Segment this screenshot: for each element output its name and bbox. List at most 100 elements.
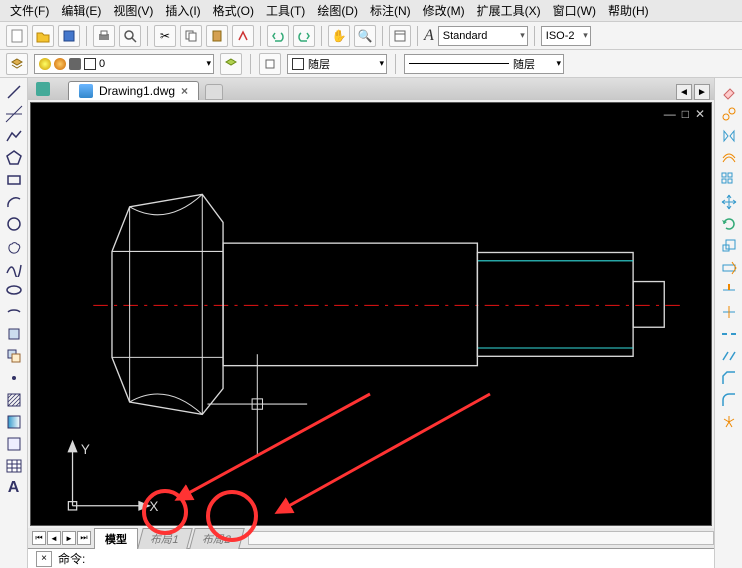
join-tool[interactable]: [718, 346, 740, 366]
undo-button[interactable]: [267, 25, 289, 47]
menu-modify[interactable]: 修改(M): [417, 0, 471, 21]
extend-tool[interactable]: [718, 302, 740, 322]
layer-color-icon: [84, 58, 96, 70]
drawing-content: Y X: [31, 103, 711, 539]
break-tool[interactable]: [718, 324, 740, 344]
copy-tool[interactable]: [718, 104, 740, 124]
draw-toolbar: A: [0, 78, 28, 568]
linetype-label: 随层: [513, 56, 535, 72]
layout2-tab[interactable]: 布局2: [189, 528, 245, 549]
menu-help[interactable]: 帮助(H): [602, 0, 655, 21]
linetype-sample: [409, 58, 509, 70]
print-button[interactable]: [93, 25, 115, 47]
drawing-canvas[interactable]: — □ ✕: [30, 102, 712, 526]
redo-button[interactable]: [293, 25, 315, 47]
cut-button[interactable]: ✂: [154, 25, 176, 47]
color-label: 随层: [308, 56, 330, 72]
rectangle-tool[interactable]: [3, 170, 25, 190]
tab-nav: ◄ ►: [676, 84, 714, 100]
cmdline-close-button[interactable]: ×: [36, 551, 52, 567]
new-button[interactable]: [6, 25, 28, 47]
menu-draw[interactable]: 绘图(D): [311, 0, 364, 21]
menu-bar: 文件(F) 编辑(E) 视图(V) 插入(I) 格式(O) 工具(T) 绘图(D…: [0, 0, 742, 22]
svg-text:X: X: [149, 499, 158, 514]
hatch-tool[interactable]: [3, 390, 25, 410]
fillet-tool[interactable]: [718, 390, 740, 410]
save-button[interactable]: [58, 25, 80, 47]
zoom-button[interactable]: 🔍: [354, 25, 376, 47]
offset-tool[interactable]: [718, 148, 740, 168]
ellipse-tool[interactable]: [3, 280, 25, 300]
layers-toolbar: 0 随层 随层: [0, 50, 742, 78]
chamfer-tool[interactable]: [718, 368, 740, 388]
modify-toolbar: [714, 78, 742, 568]
polyline-tool[interactable]: [3, 126, 25, 146]
polygon-tool[interactable]: [3, 148, 25, 168]
trim-tool[interactable]: [718, 280, 740, 300]
layer-lock-icon: [69, 58, 81, 70]
menu-view[interactable]: 视图(V): [107, 0, 159, 21]
gradient-tool[interactable]: [3, 412, 25, 432]
stretch-tool[interactable]: [718, 258, 740, 278]
command-line[interactable]: × 命令:: [28, 548, 714, 568]
open-button[interactable]: [32, 25, 54, 47]
mirror-tool[interactable]: [718, 126, 740, 146]
layer-states-button[interactable]: [259, 53, 281, 75]
menu-format[interactable]: 格式(O): [207, 0, 260, 21]
svg-text:Y: Y: [81, 442, 90, 457]
text-style-icon: A: [424, 27, 434, 45]
match-button[interactable]: [232, 25, 254, 47]
revcloud-tool[interactable]: [3, 236, 25, 256]
circle-tool[interactable]: [3, 214, 25, 234]
dim-style-combo[interactable]: ISO-2: [541, 26, 591, 46]
menu-window[interactable]: 窗口(W): [547, 0, 602, 21]
menu-dimension[interactable]: 标注(N): [364, 0, 417, 21]
linetype-combo[interactable]: 随层: [404, 54, 564, 74]
properties-button[interactable]: [389, 25, 411, 47]
color-combo[interactable]: 随层: [287, 54, 387, 74]
file-tab-close[interactable]: ×: [181, 84, 188, 98]
layer-thaw-icon: [54, 58, 66, 70]
menu-edit[interactable]: 编辑(E): [55, 0, 107, 21]
layer-manager-button[interactable]: [6, 53, 28, 75]
pan-button[interactable]: ✋: [328, 25, 350, 47]
make-block-tool[interactable]: [3, 346, 25, 366]
array-tool[interactable]: [718, 170, 740, 190]
copy-button[interactable]: [180, 25, 202, 47]
spline-tool[interactable]: [3, 258, 25, 278]
menu-extend[interactable]: 扩展工具(X): [471, 0, 547, 21]
tab-next-button[interactable]: ►: [694, 84, 710, 100]
insert-block-tool[interactable]: [3, 324, 25, 344]
region-tool[interactable]: [3, 434, 25, 454]
layer-combo[interactable]: 0: [34, 54, 214, 74]
menu-file[interactable]: 文件(F): [4, 0, 55, 21]
preview-button[interactable]: [119, 25, 141, 47]
xline-tool[interactable]: [3, 104, 25, 124]
menu-insert[interactable]: 插入(I): [159, 0, 206, 21]
standard-toolbar: ✂ ✋ 🔍 A Standard ISO-2: [0, 22, 742, 50]
tab-prev-button[interactable]: ◄: [676, 84, 692, 100]
paste-button[interactable]: [206, 25, 228, 47]
table-tool[interactable]: [3, 456, 25, 476]
arc-tool[interactable]: [3, 192, 25, 212]
scale-tool[interactable]: [718, 236, 740, 256]
explode-tool[interactable]: [718, 412, 740, 432]
rotate-tool[interactable]: [718, 214, 740, 234]
erase-tool[interactable]: [718, 82, 740, 102]
ellipse-arc-tool[interactable]: [3, 302, 25, 322]
point-tool[interactable]: [3, 368, 25, 388]
mtext-tool[interactable]: A: [3, 478, 25, 498]
file-tab[interactable]: Drawing1.dwg ×: [68, 81, 199, 100]
dwg-icon: [79, 84, 93, 98]
menu-tools[interactable]: 工具(T): [260, 0, 311, 21]
new-tab-button[interactable]: [205, 84, 223, 100]
model-tab[interactable]: 模型: [94, 528, 138, 549]
color-swatch: [292, 58, 304, 70]
move-tool[interactable]: [718, 192, 740, 212]
layer-on-icon: [39, 58, 51, 70]
text-style-combo[interactable]: Standard: [438, 26, 528, 46]
layer-prev-button[interactable]: [220, 53, 242, 75]
line-tool[interactable]: [3, 82, 25, 102]
cmdline-prompt: 命令:: [58, 550, 85, 567]
layout1-tab[interactable]: 布局1: [137, 528, 193, 549]
